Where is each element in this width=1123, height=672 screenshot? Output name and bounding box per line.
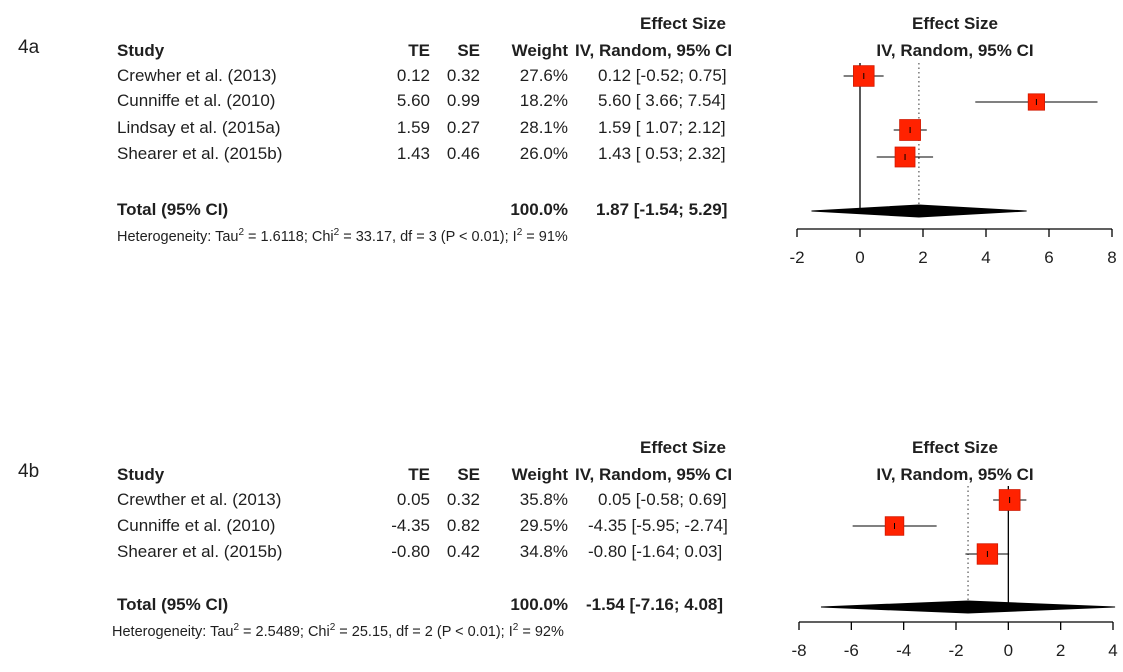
study-header: Study [117,41,165,60]
study-weight: 35.8% [519,490,568,509]
study-ci: 5.60 [ 3.66; 7.54] [598,91,726,110]
study-weight: 27.6% [519,66,568,85]
te-header: TE [408,41,430,60]
study-ci: -4.35 [-5.95; -2.74] [588,516,728,535]
study-te: 1.43 [396,144,430,163]
study-weight: 28.1% [519,118,568,137]
study-name: Crewher et al. (2013) [117,66,277,85]
study-ci: -0.80 [-1.64; 0.03] [588,542,723,561]
pooled-diamond [820,600,1116,614]
study-name: Shearer et al. (2015b) [117,144,283,163]
x-tick-label: 0 [855,248,864,267]
study-te: -4.35 [391,516,430,535]
x-tick-label: 8 [1107,248,1116,267]
study-se: 0.46 [446,144,480,163]
study-name: Shearer et al. (2015b) [117,542,283,561]
study-te: 5.60 [396,91,430,110]
heterogeneity-stats: Heterogeneity: Tau2 = 1.6118; Chi2 = 33.… [117,227,568,246]
se-header: SE [457,41,480,60]
x-tick-label: -4 [896,641,911,660]
total-label: Total (95% CI) [117,200,229,219]
se-header: SE [457,465,480,484]
study-se: 0.32 [446,66,480,85]
x-tick-label: 0 [1004,641,1013,660]
x-tick-label: -2 [948,641,963,660]
panel-label: 4a [18,37,40,58]
study-ci: 1.59 [ 1.07; 2.12] [598,118,726,137]
effect-size-header: Effect Size [640,438,726,457]
study-weight: 26.0% [519,144,568,163]
forest-plot-4a: 4a Effect Size Study TE SE Weight IV, Ra… [18,14,1117,267]
panel-label: 4b [18,461,40,482]
forest-plot-area: -8 -6 -4 -2 0 2 4 [791,486,1118,660]
heterogeneity-stats: Heterogeneity: Tau2 = 2.5489; Chi2 = 25.… [112,622,564,641]
study-se: 0.32 [446,490,480,509]
study-weight: 29.5% [519,516,568,535]
forest-plot-area: -2 0 2 4 6 8 [789,63,1117,267]
ci-header: IV, Random, 95% CI [575,465,733,484]
weight-header: Weight [511,465,568,484]
x-tick-label: -8 [791,641,806,660]
x-tick-label: 2 [918,248,927,267]
study-te: 0.05 [396,490,430,509]
x-tick-label: 4 [981,248,990,267]
total-ci: -1.54 [-7.16; 4.08] [586,595,724,614]
x-tick-label: 2 [1056,641,1065,660]
study-se: 0.82 [446,516,480,535]
x-tick-label: -2 [789,248,804,267]
study-ci: 0.12 [-0.52; 0.75] [598,66,727,85]
total-ci: 1.87 [-1.54; 5.29] [596,200,728,219]
study-ci: 0.05 [-0.58; 0.69] [598,490,727,509]
forest-plot-4b: 4b Effect Size Study TE SE Weight IV, Ra… [0,336,1123,672]
study-se: 0.99 [446,91,480,110]
weight-header: Weight [511,41,568,60]
study-weight: 18.2% [519,91,568,110]
study-weight: 34.8% [519,542,568,561]
study-ci: 1.43 [ 0.53; 2.32] [598,144,726,163]
study-se: 0.42 [446,542,480,561]
total-label: Total (95% CI) [117,595,229,614]
te-header: TE [408,465,430,484]
ci-header: IV, Random, 95% CI [575,41,733,60]
study-se: 0.27 [446,118,480,137]
x-tick-label: 6 [1044,248,1053,267]
x-tick-label: 4 [1108,641,1117,660]
study-te: 1.59 [396,118,430,137]
plot-header-top: Effect Size [912,14,998,33]
effect-size-header: Effect Size [640,14,726,33]
study-name: Lindsay et al. (2015a) [117,118,281,137]
total-weight: 100.0% [510,595,568,614]
study-te: -0.80 [391,542,430,561]
study-header: Study [117,465,165,484]
x-tick-label: -6 [844,641,859,660]
plot-header-sub: IV, Random, 95% CI [876,41,1034,60]
plot-header-top: Effect Size [912,438,998,457]
study-name: Cunniffe et al. (2010) [117,91,276,110]
plot-header-sub: IV, Random, 95% CI [876,465,1034,484]
study-name: Crewther et al. (2013) [117,490,282,509]
total-weight: 100.0% [510,200,568,219]
study-name: Cunniffe et al. (2010) [117,516,276,535]
pooled-diamond [811,204,1027,218]
study-te: 0.12 [396,66,430,85]
